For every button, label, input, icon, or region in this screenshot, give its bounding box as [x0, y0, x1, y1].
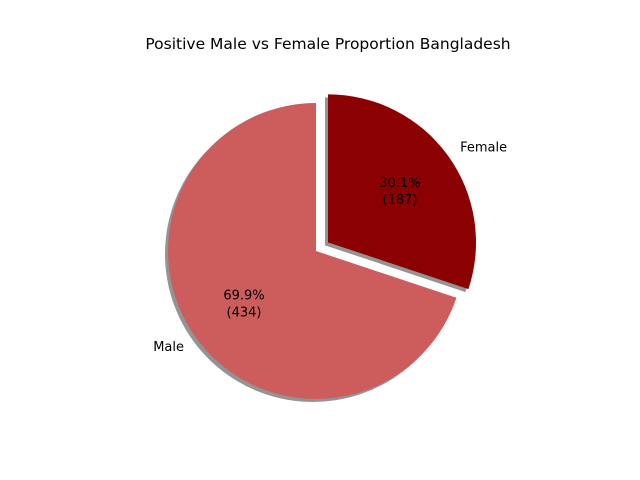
slice-label-female: Female: [460, 141, 507, 156]
pie-slice-female: [328, 94, 477, 290]
slice-percent-male: 69.9%: [223, 288, 264, 303]
slice-count-female: (187): [383, 193, 418, 208]
pie-slices-group: [165, 94, 477, 402]
slice-percent-female: 30.1%: [379, 176, 420, 191]
slice-label-male: Male: [153, 340, 184, 355]
pie-labels-group: Male 69.9% (434) Female 30.1% (187): [153, 141, 507, 355]
slice-count-male: (434): [227, 305, 262, 320]
chart-title: Positive Male vs Female Proportion Bangl…: [145, 35, 510, 53]
pie-slice-male: [168, 103, 457, 400]
